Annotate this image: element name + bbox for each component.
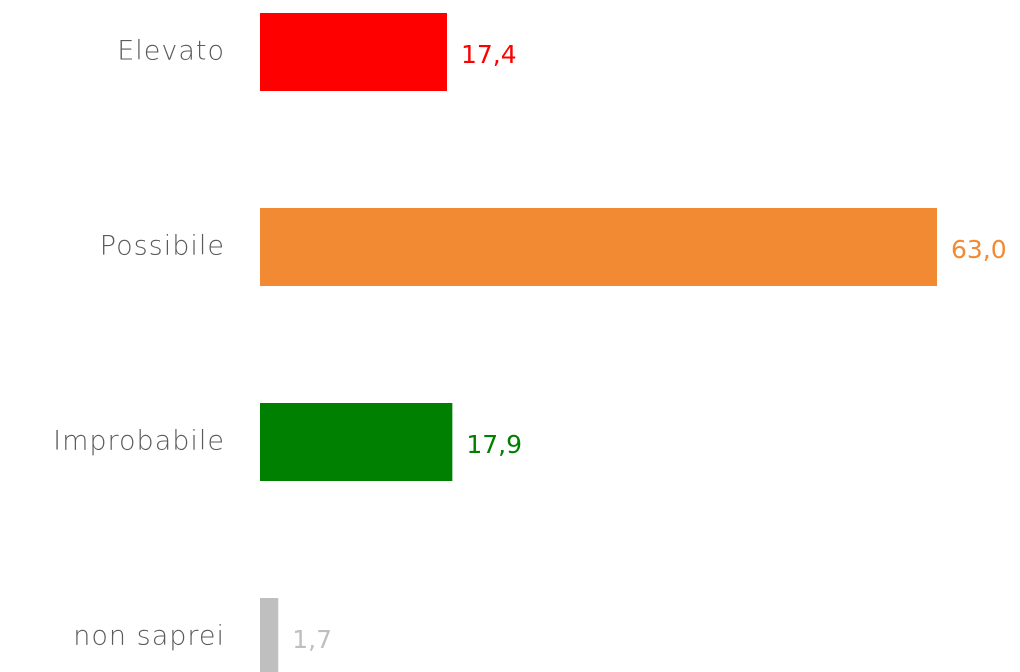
category-label: Improbabile [53, 426, 225, 457]
value-label: 63,0 [951, 235, 1007, 264]
category-label: non saprei [73, 621, 225, 652]
category-label: Possibile [100, 231, 225, 262]
value-label: 17,9 [466, 430, 522, 459]
bar [260, 598, 279, 672]
value-label: 1,7 [292, 625, 332, 654]
category-label: Elevato [117, 36, 225, 67]
bar [260, 13, 447, 91]
value-label: 17,4 [461, 40, 517, 69]
bar [260, 208, 937, 286]
bar [260, 403, 453, 481]
